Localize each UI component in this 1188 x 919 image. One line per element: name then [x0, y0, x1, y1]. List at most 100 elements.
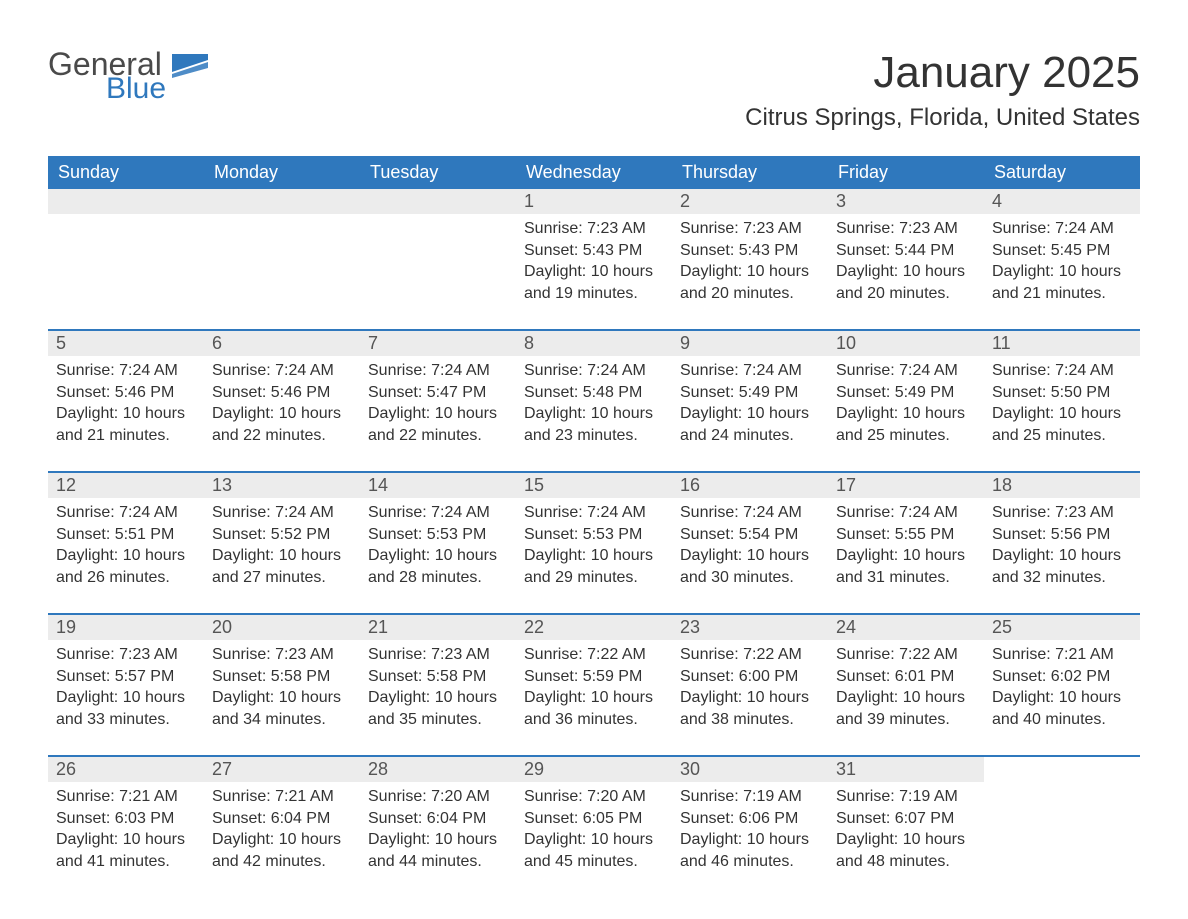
- daylight-line-1: Daylight: 10 hours: [212, 545, 352, 567]
- daylight-line-2: and 34 minutes.: [212, 709, 352, 731]
- weekday-header: Wednesday: [516, 156, 672, 189]
- sunrise-line: Sunrise: 7:19 AM: [836, 786, 976, 808]
- sunrise-line: Sunrise: 7:21 AM: [992, 644, 1132, 666]
- daylight-line-1: Daylight: 10 hours: [992, 261, 1132, 283]
- calendar-cell-empty: [204, 189, 360, 311]
- day-details: Sunrise: 7:21 AMSunset: 6:02 PMDaylight:…: [984, 640, 1140, 730]
- daylight-line-2: and 21 minutes.: [56, 425, 196, 447]
- calendar-cell: 26Sunrise: 7:21 AMSunset: 6:03 PMDayligh…: [48, 757, 204, 879]
- daylight-line-1: Daylight: 10 hours: [368, 829, 508, 851]
- day-number: 18: [984, 473, 1140, 498]
- day-details: Sunrise: 7:24 AMSunset: 5:54 PMDaylight:…: [672, 498, 828, 588]
- day-number: 22: [516, 615, 672, 640]
- day-number: 20: [204, 615, 360, 640]
- sunset-line: Sunset: 5:53 PM: [368, 524, 508, 546]
- day-details: Sunrise: 7:24 AMSunset: 5:46 PMDaylight:…: [48, 356, 204, 446]
- calendar-cell: 13Sunrise: 7:24 AMSunset: 5:52 PMDayligh…: [204, 473, 360, 595]
- day-number: 29: [516, 757, 672, 782]
- calendar-cell: 10Sunrise: 7:24 AMSunset: 5:49 PMDayligh…: [828, 331, 984, 453]
- calendar-cell: 9Sunrise: 7:24 AMSunset: 5:49 PMDaylight…: [672, 331, 828, 453]
- daylight-line-1: Daylight: 10 hours: [56, 403, 196, 425]
- sunset-line: Sunset: 6:04 PM: [368, 808, 508, 830]
- day-details: Sunrise: 7:23 AMSunset: 5:58 PMDaylight:…: [204, 640, 360, 730]
- calendar-cell: 23Sunrise: 7:22 AMSunset: 6:00 PMDayligh…: [672, 615, 828, 737]
- calendar-cell-empty: [984, 757, 1140, 879]
- daylight-line-1: Daylight: 10 hours: [524, 829, 664, 851]
- daylight-line-2: and 38 minutes.: [680, 709, 820, 731]
- day-number: 1: [516, 189, 672, 214]
- day-details: Sunrise: 7:24 AMSunset: 5:49 PMDaylight:…: [672, 356, 828, 446]
- calendar-cell: 1Sunrise: 7:23 AMSunset: 5:43 PMDaylight…: [516, 189, 672, 311]
- day-number: 30: [672, 757, 828, 782]
- sunset-line: Sunset: 5:58 PM: [368, 666, 508, 688]
- daylight-line-1: Daylight: 10 hours: [992, 687, 1132, 709]
- month-title: January 2025: [745, 48, 1140, 98]
- day-details: Sunrise: 7:24 AMSunset: 5:47 PMDaylight:…: [360, 356, 516, 446]
- day-details: Sunrise: 7:21 AMSunset: 6:04 PMDaylight:…: [204, 782, 360, 872]
- sunrise-line: Sunrise: 7:23 AM: [992, 502, 1132, 524]
- day-details: Sunrise: 7:20 AMSunset: 6:04 PMDaylight:…: [360, 782, 516, 872]
- day-details: Sunrise: 7:24 AMSunset: 5:53 PMDaylight:…: [516, 498, 672, 588]
- day-number: 16: [672, 473, 828, 498]
- daylight-line-2: and 41 minutes.: [56, 851, 196, 873]
- sunrise-line: Sunrise: 7:24 AM: [836, 360, 976, 382]
- sunrise-line: Sunrise: 7:24 AM: [680, 502, 820, 524]
- weekday-header: Sunday: [48, 156, 204, 189]
- day-details: Sunrise: 7:24 AMSunset: 5:52 PMDaylight:…: [204, 498, 360, 588]
- day-number: [984, 757, 1140, 761]
- sunrise-line: Sunrise: 7:21 AM: [212, 786, 352, 808]
- calendar-week: 1Sunrise: 7:23 AMSunset: 5:43 PMDaylight…: [48, 189, 1140, 311]
- sunset-line: Sunset: 5:43 PM: [680, 240, 820, 262]
- sunrise-line: Sunrise: 7:24 AM: [524, 360, 664, 382]
- day-number: [204, 189, 360, 214]
- day-number: 4: [984, 189, 1140, 214]
- calendar-cell: 6Sunrise: 7:24 AMSunset: 5:46 PMDaylight…: [204, 331, 360, 453]
- day-number: [360, 189, 516, 214]
- daylight-line-1: Daylight: 10 hours: [992, 403, 1132, 425]
- day-details: Sunrise: 7:23 AMSunset: 5:56 PMDaylight:…: [984, 498, 1140, 588]
- sunrise-line: Sunrise: 7:24 AM: [680, 360, 820, 382]
- sunset-line: Sunset: 5:47 PM: [368, 382, 508, 404]
- calendar-cell: 22Sunrise: 7:22 AMSunset: 5:59 PMDayligh…: [516, 615, 672, 737]
- logo-word-blue: Blue: [106, 74, 166, 104]
- calendar-cell: 4Sunrise: 7:24 AMSunset: 5:45 PMDaylight…: [984, 189, 1140, 311]
- day-details: Sunrise: 7:24 AMSunset: 5:50 PMDaylight:…: [984, 356, 1140, 446]
- daylight-line-1: Daylight: 10 hours: [836, 403, 976, 425]
- daylight-line-2: and 25 minutes.: [836, 425, 976, 447]
- day-number: 5: [48, 331, 204, 356]
- daylight-line-1: Daylight: 10 hours: [680, 261, 820, 283]
- daylight-line-1: Daylight: 10 hours: [524, 545, 664, 567]
- daylight-line-1: Daylight: 10 hours: [212, 829, 352, 851]
- calendar-cell: 31Sunrise: 7:19 AMSunset: 6:07 PMDayligh…: [828, 757, 984, 879]
- sunrise-line: Sunrise: 7:22 AM: [680, 644, 820, 666]
- day-number: 25: [984, 615, 1140, 640]
- day-number: 27: [204, 757, 360, 782]
- brand-logo: General Blue: [48, 48, 208, 104]
- daylight-line-2: and 44 minutes.: [368, 851, 508, 873]
- weekday-header: Thursday: [672, 156, 828, 189]
- sunset-line: Sunset: 5:53 PM: [524, 524, 664, 546]
- sunrise-line: Sunrise: 7:24 AM: [56, 502, 196, 524]
- weekday-header: Saturday: [984, 156, 1140, 189]
- day-details: Sunrise: 7:20 AMSunset: 6:05 PMDaylight:…: [516, 782, 672, 872]
- weekday-header: Tuesday: [360, 156, 516, 189]
- day-details: Sunrise: 7:21 AMSunset: 6:03 PMDaylight:…: [48, 782, 204, 872]
- calendar-cell: 29Sunrise: 7:20 AMSunset: 6:05 PMDayligh…: [516, 757, 672, 879]
- weekday-header: Monday: [204, 156, 360, 189]
- daylight-line-1: Daylight: 10 hours: [836, 687, 976, 709]
- calendar-cell-empty: [360, 189, 516, 311]
- sunrise-line: Sunrise: 7:19 AM: [680, 786, 820, 808]
- weeks-container: 1Sunrise: 7:23 AMSunset: 5:43 PMDaylight…: [48, 189, 1140, 879]
- daylight-line-1: Daylight: 10 hours: [368, 687, 508, 709]
- daylight-line-1: Daylight: 10 hours: [368, 403, 508, 425]
- sunset-line: Sunset: 6:01 PM: [836, 666, 976, 688]
- daylight-line-1: Daylight: 10 hours: [212, 403, 352, 425]
- calendar-cell: 5Sunrise: 7:24 AMSunset: 5:46 PMDaylight…: [48, 331, 204, 453]
- calendar-cell-empty: [48, 189, 204, 311]
- sunset-line: Sunset: 6:05 PM: [524, 808, 664, 830]
- day-number: 26: [48, 757, 204, 782]
- weekday-header: Friday: [828, 156, 984, 189]
- daylight-line-1: Daylight: 10 hours: [524, 403, 664, 425]
- header: General Blue January 2025 Citrus Springs…: [48, 48, 1140, 132]
- daylight-line-2: and 25 minutes.: [992, 425, 1132, 447]
